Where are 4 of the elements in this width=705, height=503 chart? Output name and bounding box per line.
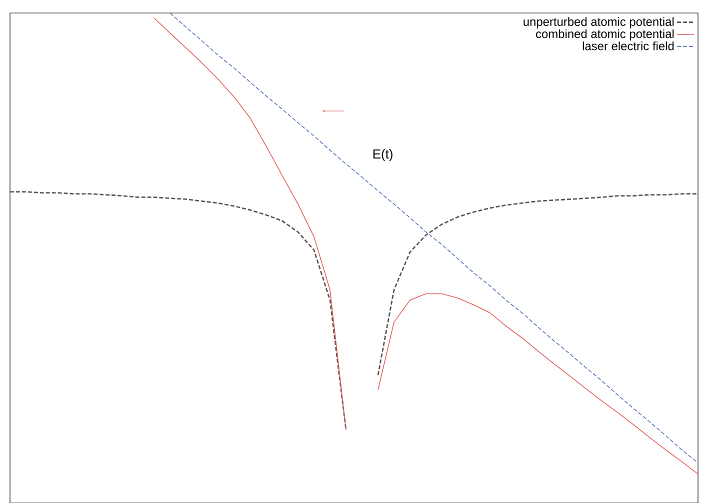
legend-label: combined atomic potential [536,29,674,40]
annotation: E(t) [373,148,392,161]
legend-label: laser electric field [582,41,674,50]
legend-label: unperturbed atomic potential [524,17,674,28]
